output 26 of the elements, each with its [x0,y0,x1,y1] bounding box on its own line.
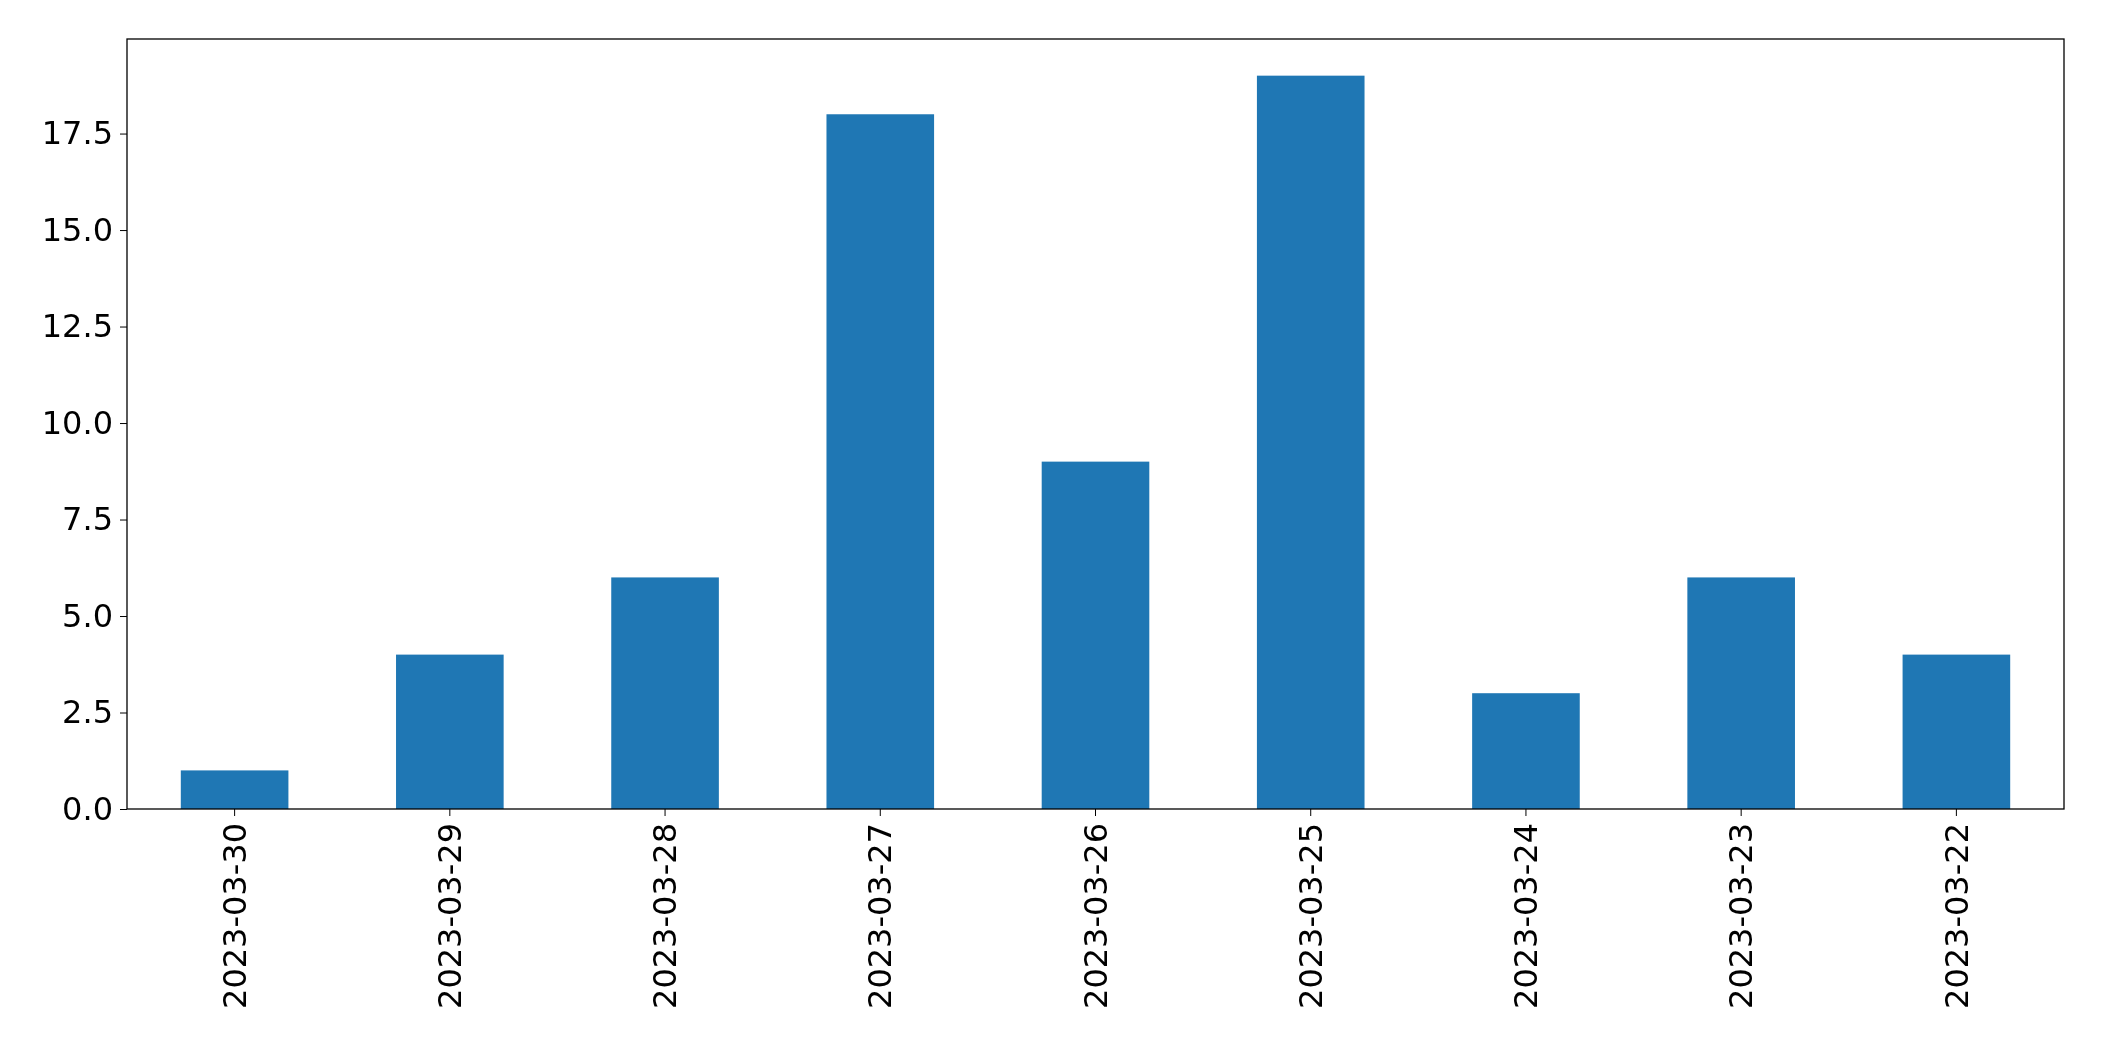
x-tick-label: 2023-03-29 [431,823,470,1009]
x-tick-label: 2023-03-26 [1076,823,1115,1009]
bar [826,114,935,809]
x-tick-label: 2023-03-27 [861,823,900,1009]
bar [611,577,719,809]
bar [1902,654,2011,809]
x-tick-label: 2023-03-22 [1937,823,1976,1009]
bar [396,654,504,809]
y-tick-label: 2.5 [62,693,113,732]
x-tick-label: 2023-03-23 [1722,823,1761,1009]
y-tick-label: 17.5 [41,114,113,153]
bar [180,770,289,809]
y-tick-label: 15.0 [41,210,113,249]
bar [1472,693,1580,809]
bar [1687,577,1795,809]
bar [1256,75,1365,809]
x-tick-label: 2023-03-25 [1291,823,1330,1009]
bar [1041,461,1150,809]
y-tick-label: 5.0 [62,596,113,635]
y-tick-label: 0.0 [62,789,113,828]
y-tick-label: 12.5 [41,307,113,346]
x-tick-label: 2023-03-24 [1507,823,1546,1009]
x-tick-label: 2023-03-30 [215,823,254,1009]
x-tick-label: 2023-03-28 [646,823,685,1009]
y-tick-label: 10.0 [41,403,113,442]
y-tick-label: 7.5 [62,500,113,539]
